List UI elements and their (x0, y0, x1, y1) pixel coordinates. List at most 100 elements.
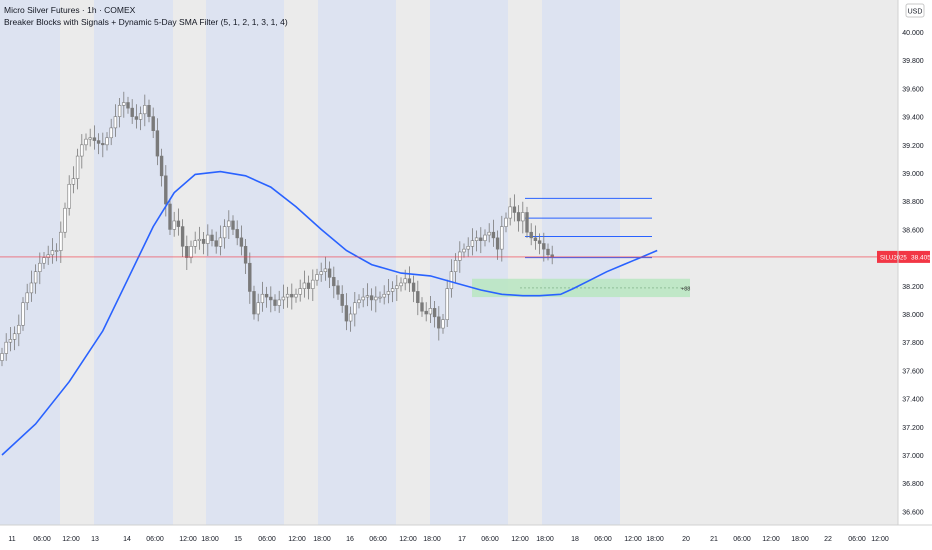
candle-body (134, 116, 139, 120)
candle-body (340, 293, 344, 306)
candle-body (512, 206, 517, 213)
candlestick-series (0, 91, 554, 367)
candle-body (353, 302, 357, 315)
candle-body (206, 234, 210, 244)
candle-body (458, 251, 462, 261)
session-band (94, 0, 173, 525)
time-tick-label: 06:00 (594, 536, 612, 543)
price-tick-label: 39.800 (902, 58, 924, 65)
candle-body (126, 102, 130, 109)
candle-body (466, 246, 470, 250)
price-tick-label: 39.600 (902, 86, 924, 93)
candle-body (12, 333, 17, 340)
candle-body (441, 319, 445, 329)
candle-body (101, 143, 105, 146)
candle-body (25, 292, 29, 304)
candle-body (235, 229, 239, 239)
candle-body (84, 138, 88, 146)
candle-body (491, 231, 496, 239)
currency-label: USD (908, 9, 923, 16)
time-tick-label: 18:00 (313, 536, 331, 543)
candle-body (546, 248, 550, 256)
time-tick-label: 06:00 (733, 536, 751, 543)
time-tick-label: 16 (346, 536, 354, 543)
price-tick-label: 36.600 (902, 509, 924, 516)
price-tick-label: 37.000 (902, 453, 924, 460)
candle-body (88, 137, 92, 140)
candle-body (348, 313, 353, 322)
candle-body (214, 240, 218, 247)
time-tick-label: 13 (91, 536, 99, 543)
time-tick-label: 12:00 (179, 536, 197, 543)
time-tick-label: 12:00 (288, 536, 306, 543)
candle-body (252, 291, 256, 315)
candle-body (96, 140, 101, 144)
candle-body (357, 299, 361, 304)
candle-body (155, 130, 160, 157)
time-tick-label: 06:00 (146, 536, 164, 543)
price-tick-label: 38.800 (902, 199, 924, 206)
candle-body (487, 231, 491, 236)
candle-body (516, 212, 521, 222)
candle-body (550, 254, 554, 258)
candle-body (420, 302, 424, 312)
candle-body (210, 234, 214, 241)
candle-body (172, 220, 176, 230)
candle-body (483, 234, 487, 241)
time-tick-label: 18 (571, 536, 579, 543)
candle-body (395, 285, 399, 289)
candle-body (298, 288, 302, 295)
candle-body (474, 237, 479, 241)
session-band (318, 0, 396, 525)
breaker-levels: +88 (472, 197, 690, 298)
candle-body (432, 308, 437, 318)
block-label: +88 (681, 286, 690, 292)
candle-body (470, 240, 475, 247)
last-price-symbol: SILU2025 (880, 255, 907, 261)
candle-body (0, 353, 4, 361)
symbol-title[interactable]: Micro Silver Futures · 1h · COMEX (4, 5, 136, 15)
last-price-value: 38.405 (911, 254, 931, 261)
candle-body (185, 246, 189, 258)
candle-body (29, 282, 34, 294)
time-tick-label: 12:00 (762, 536, 780, 543)
candle-body (164, 175, 168, 205)
price-axis: 40.000 39.800 39.600 39.400 39.200 39.000 38.8… (0, 30, 931, 516)
time-tick-label: 06:00 (258, 536, 276, 543)
time-tick-label: 12:00 (871, 536, 889, 543)
candle-body (50, 250, 55, 256)
time-tick-label: 18:00 (536, 536, 554, 543)
candle-body (319, 271, 323, 275)
candle-body (390, 288, 395, 292)
candle-body (495, 237, 500, 250)
candle-body (231, 220, 235, 230)
candle-body (537, 240, 542, 244)
time-tick-label: 14 (123, 536, 131, 543)
price-tick-label: 38.600 (902, 227, 924, 234)
price-tick-label: 39.000 (902, 171, 924, 178)
price-tick-label: 37.400 (902, 397, 924, 404)
candle-body (285, 293, 290, 298)
indicator-label[interactable]: Breaker Blocks with Signals + Dynamic 5-… (4, 17, 288, 27)
candle-body (403, 278, 407, 284)
candle-body (269, 296, 273, 301)
candle-body (138, 113, 143, 120)
candle-body (159, 155, 164, 177)
chart-legend: Micro Silver Futures · 1h · COMEX Breake… (4, 4, 288, 28)
candle-body (33, 271, 38, 284)
price-tick-label: 40.000 (902, 30, 924, 37)
time-tick-label: 18:00 (423, 536, 441, 543)
candle-body (382, 293, 386, 298)
candle-body (332, 277, 336, 287)
candle-body (109, 127, 113, 139)
candle-body (449, 271, 454, 289)
currency-box[interactable] (905, 3, 925, 18)
time-tick-label: 21 (710, 536, 718, 543)
candle-body (168, 203, 172, 230)
candle-body (75, 155, 80, 179)
candle-body (277, 299, 281, 306)
candle-body (525, 212, 529, 233)
session-band (542, 0, 620, 525)
last-price-badge[interactable] (877, 250, 930, 263)
